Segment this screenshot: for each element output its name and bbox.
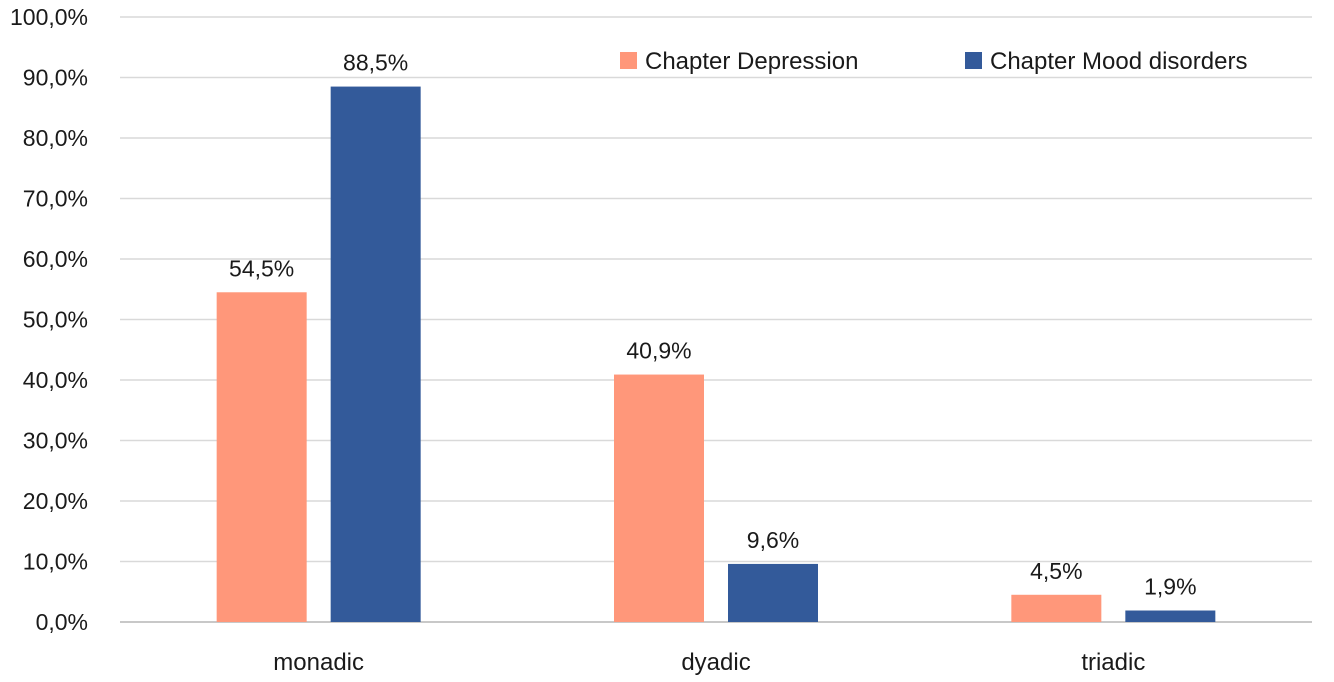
category-label-monadic: monadic — [273, 649, 364, 676]
x-axis-category-labels: monadic dyadic triadic — [273, 649, 1145, 676]
y-axis-tick-labels: 0,0% 10,0% 20,0% 30,0% 40,0% 50,0% 60,0% 70,0% 8… — [10, 4, 88, 635]
data-label-dyadic-series-1: 9,6% — [747, 527, 799, 553]
bar-monadic-series-1 — [330, 86, 421, 622]
y-tick-label: 50,0% — [23, 307, 88, 333]
legend-swatch-series-1 — [965, 52, 982, 69]
y-tick-label: 20,0% — [23, 488, 88, 514]
bar-monadic-series-0 — [216, 292, 307, 622]
y-tick-label: 100,0% — [10, 4, 88, 30]
y-tick-label: 40,0% — [23, 367, 88, 393]
data-label-triadic-series-1: 1,9% — [1144, 574, 1196, 600]
bar-triadic-series-0 — [1011, 594, 1102, 622]
legend: Chapter Depression Chapter Mood disorders — [620, 48, 1247, 75]
bar-dyadic-series-0 — [614, 374, 704, 622]
category-label-dyadic: dyadic — [681, 649, 750, 676]
category-label-triadic: triadic — [1081, 649, 1145, 676]
legend-label-series-1: Chapter Mood disorders — [990, 48, 1247, 75]
data-label-dyadic-series-0: 40,9% — [626, 338, 691, 364]
y-tick-label: 70,0% — [23, 186, 88, 212]
data-label-monadic-series-1: 88,5% — [343, 50, 408, 76]
legend-swatch-series-0 — [620, 52, 637, 69]
bar-dyadic-series-1 — [728, 563, 818, 622]
gridlines — [120, 16, 1312, 623]
y-tick-label: 30,0% — [23, 428, 88, 454]
data-label-monadic-series-0: 54,5% — [229, 255, 294, 281]
y-tick-label: 0,0% — [36, 609, 88, 635]
y-tick-label: 80,0% — [23, 125, 88, 151]
bar-triadic-series-1 — [1125, 610, 1216, 622]
data-labels: 54,5% 88,5% 40,9% 9,6% 4,5% 1,9% — [229, 50, 1196, 600]
y-tick-label: 10,0% — [23, 549, 88, 575]
y-tick-label: 90,0% — [23, 65, 88, 91]
data-label-triadic-series-0: 4,5% — [1030, 558, 1082, 584]
y-tick-label: 60,0% — [23, 246, 88, 272]
bars — [216, 86, 1216, 622]
legend-label-series-0: Chapter Depression — [645, 48, 858, 75]
